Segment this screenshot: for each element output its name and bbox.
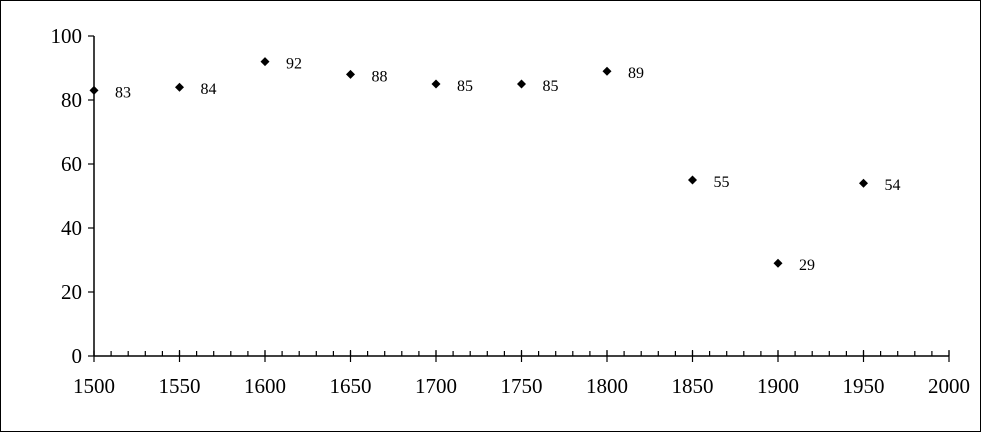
data-point <box>431 79 441 89</box>
data-label: 89 <box>628 65 644 82</box>
data-label: 85 <box>543 78 559 95</box>
data-point <box>859 178 868 188</box>
y-tick-label: 60 <box>61 152 82 176</box>
x-tick-label: 1900 <box>757 374 799 398</box>
tick-labels: 0 20 40 60 80 100 1500 1550 1600 1650 1700 1750 1800… <box>51 24 971 398</box>
data-label: 92 <box>286 56 302 73</box>
axes <box>88 35 950 362</box>
data-label: 55 <box>714 174 730 191</box>
x-tick-label: 1700 <box>415 374 457 398</box>
x-tick-label: 1800 <box>586 374 628 398</box>
y-tick-label: 40 <box>61 216 82 240</box>
data-point <box>346 69 355 79</box>
data-label: 29 <box>799 257 815 274</box>
data-points <box>89 57 868 268</box>
data-label: 85 <box>457 78 473 95</box>
x-tick-label: 1850 <box>672 374 714 398</box>
data-label: 84 <box>201 81 217 98</box>
x-tick-label: 1500 <box>73 374 115 398</box>
data-labels: 83 84 92 88 85 85 89 55 29 54 <box>115 56 901 275</box>
data-point <box>517 79 526 89</box>
data-point <box>175 82 184 92</box>
x-tick-label: 1550 <box>159 374 201 398</box>
data-point <box>260 57 270 67</box>
data-label: 83 <box>115 84 131 101</box>
y-tick-label: 100 <box>51 24 83 48</box>
data-point <box>773 258 783 268</box>
data-point <box>602 66 612 76</box>
x-tick-label: 1750 <box>501 374 543 398</box>
data-point <box>688 175 697 185</box>
x-tick-label: 2000 <box>928 374 970 398</box>
y-tick-label: 80 <box>61 88 82 112</box>
x-tick-label: 1650 <box>330 374 372 398</box>
data-label: 88 <box>372 68 388 85</box>
y-tick-label: 20 <box>61 280 82 304</box>
x-tick-label: 1600 <box>244 374 286 398</box>
y-tick-label: 0 <box>72 344 83 368</box>
x-tick-label: 1950 <box>843 374 885 398</box>
data-label: 54 <box>885 177 901 194</box>
data-point <box>89 85 99 95</box>
